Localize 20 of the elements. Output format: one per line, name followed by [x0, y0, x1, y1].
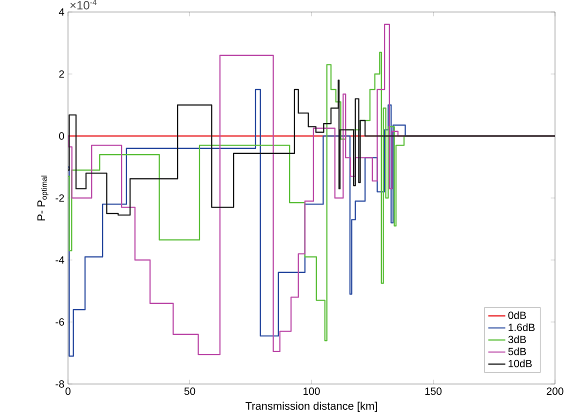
legend-label: 5dB: [508, 348, 526, 356]
y-tick-label: -8: [56, 380, 64, 388]
y-axis-title: P- P$_{optimal}$: [37, 176, 48, 220]
legend-label: 10dB: [508, 360, 532, 368]
x-tick-label: 150: [425, 388, 442, 395]
y-tick-label: -6: [56, 318, 64, 326]
x-tick-label: 200: [546, 388, 564, 395]
x-tick-label: 100: [304, 388, 320, 395]
y-tick-label: -4: [56, 256, 64, 264]
y-tick-label: 2: [59, 70, 64, 78]
legend-label: 0dB: [508, 311, 526, 320]
y-tick-label: 0: [59, 132, 64, 140]
x-tick-label: 0: [66, 388, 70, 395]
x-tick-label: 50: [184, 388, 196, 395]
legend-label: 1.6dB: [508, 323, 535, 332]
x-axis-title: Transmission distance [km]: [246, 402, 377, 412]
text: ×10$^{-4}$: [70, 0, 97, 10]
y-tick-label: -2: [56, 194, 64, 202]
y-tick-label: 4: [58, 8, 64, 16]
legend-label: 3dB: [508, 335, 526, 344]
